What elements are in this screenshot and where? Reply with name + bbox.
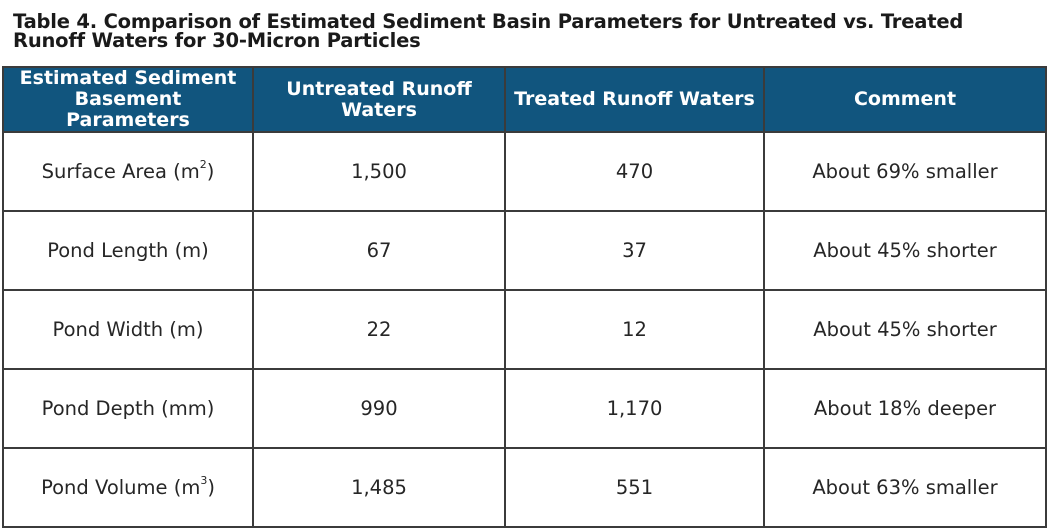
- table-row: Pond Volume (m3) 1,485 551 About 63% sma…: [2, 447, 1047, 528]
- parameter-label: Surface Area (m: [41, 160, 200, 183]
- cell-treated: 37: [504, 210, 765, 291]
- parameter-label-tail: ): [207, 476, 215, 499]
- cell-parameter: Pond Width (m): [2, 289, 254, 370]
- cell-untreated: 990: [252, 368, 506, 449]
- table-caption: Table 4. Comparison of Estimated Sedimen…: [13, 10, 1033, 52]
- header-untreated-line-2: Waters: [341, 98, 417, 121]
- header-treated-label: Treated Runoff Waters: [514, 88, 755, 110]
- header-untreated-line-1: Untreated Runoff: [286, 77, 472, 100]
- cell-comment: About 69% smaller: [763, 131, 1047, 212]
- cell-treated: 1,170: [504, 368, 765, 449]
- cell-treated: 12: [504, 289, 765, 370]
- header-parameters-line-2: Basement Parameters: [66, 88, 190, 131]
- table-row: Pond Length (m) 67 37 About 45% shorter: [2, 210, 1047, 291]
- table-body: Surface Area (m2) 1,500 470 About 69% sm…: [2, 131, 1047, 528]
- cell-treated: 470: [504, 131, 765, 212]
- comparison-table: Estimated Sediment Basement Parameters U…: [2, 66, 1047, 528]
- table-row: Surface Area (m2) 1,500 470 About 69% sm…: [2, 131, 1047, 212]
- table-header: Estimated Sediment Basement Parameters U…: [2, 67, 1047, 133]
- cell-parameter: Pond Length (m): [2, 210, 254, 291]
- unit-superscript: 2: [199, 158, 207, 171]
- cell-parameter: Pond Volume (m3): [2, 447, 254, 528]
- cell-untreated: 67: [252, 210, 506, 291]
- cell-untreated: 1,500: [252, 131, 506, 212]
- cell-comment: About 18% deeper: [763, 368, 1047, 449]
- table-row: Pond Depth (mm) 990 1,170 About 18% deep…: [2, 368, 1047, 449]
- header-parameters-line-1: Estimated Sediment: [19, 67, 237, 89]
- header-row: Estimated Sediment Basement Parameters U…: [2, 67, 1047, 133]
- caption-line-2: Runoff Waters for 30-Micron Particles: [13, 29, 421, 52]
- header-parameters: Estimated Sediment Basement Parameters: [2, 67, 254, 133]
- header-comment-label: Comment: [853, 88, 957, 110]
- header-untreated: Untreated Runoff Waters: [252, 67, 506, 133]
- header-treated: Treated Runoff Waters: [504, 67, 765, 133]
- cell-parameter: Pond Depth (mm): [2, 368, 254, 449]
- parameter-label: Pond Volume (m: [41, 476, 201, 499]
- table-row: Pond Width (m) 22 12 About 45% shorter: [2, 289, 1047, 370]
- caption-line-1: Table 4. Comparison of Estimated Sedimen…: [13, 10, 964, 33]
- cell-comment: About 45% shorter: [763, 289, 1047, 370]
- cell-untreated: 1,485: [252, 447, 506, 528]
- cell-untreated: 22: [252, 289, 506, 370]
- cell-parameter: Surface Area (m2): [2, 131, 254, 212]
- header-comment: Comment: [763, 67, 1047, 133]
- cell-treated: 551: [504, 447, 765, 528]
- unit-superscript: 3: [200, 474, 208, 487]
- cell-comment: About 45% shorter: [763, 210, 1047, 291]
- parameter-label-tail: ): [206, 160, 215, 183]
- cell-comment: About 63% smaller: [763, 447, 1047, 528]
